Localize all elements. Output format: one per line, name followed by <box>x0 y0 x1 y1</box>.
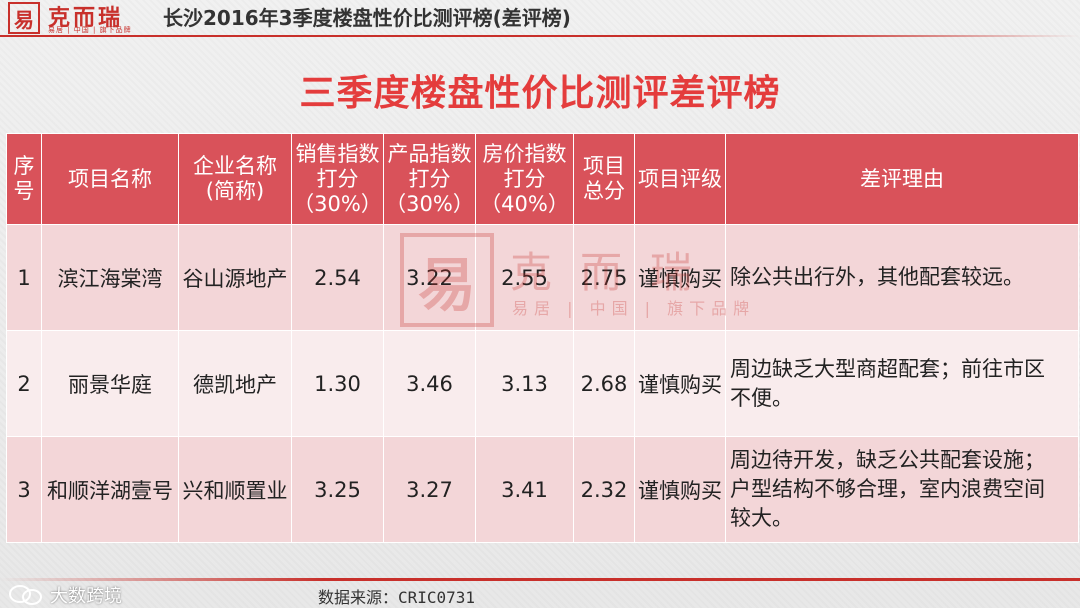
page-title: 三季度楼盘性价比测评差评榜 <box>299 73 781 114</box>
footer-brand-label: 大数跨境 <box>50 586 122 607</box>
cell-price-score: 3.41 <box>475 436 574 543</box>
cell-reason: 除公共出行外，其他配套较远。 <box>725 224 1079 331</box>
cell-product-score: 3.46 <box>383 330 476 437</box>
cell-sales-score: 1.30 <box>291 330 384 437</box>
table-row: 1 滨江海棠湾 谷山源地产 2.54 3.22 2.55 2.75 谨慎购买 除… <box>6 224 1079 331</box>
table-header-row: 序号 项目名称 企业名称 (简称) 销售指数 打分 （30%） 产品指数 打分 （30%）… <box>6 133 1079 225</box>
logo-icon: 易 <box>8 2 40 34</box>
cell-total-score: 2.68 <box>573 330 635 437</box>
header-title: 长沙2016年3季度楼盘性价比测评榜(差评榜) <box>163 6 571 30</box>
cell-rating: 谨慎购买 <box>634 330 726 437</box>
column-header-total: 项目 总分 <box>573 133 635 225</box>
cell-company: 兴和顺置业 <box>178 436 292 543</box>
cell-project: 丽景华庭 <box>41 330 179 437</box>
cell-company: 德凯地产 <box>178 330 292 437</box>
cell-product-score: 3.27 <box>383 436 476 543</box>
cell-no: 2 <box>6 330 42 437</box>
column-header-project: 项目名称 <box>41 133 179 225</box>
column-header-product-index: 产品指数 打分 （30%） <box>383 133 476 225</box>
cell-total-score: 2.75 <box>573 224 635 331</box>
cell-rating: 谨慎购买 <box>634 224 726 331</box>
column-header-sales-index: 销售指数 打分 （30%） <box>291 133 384 225</box>
cell-reason: 周边缺乏大型商超配套；前往市区 不便。 <box>725 330 1079 437</box>
column-header-reason: 差评理由 <box>725 133 1079 225</box>
cell-price-score: 2.55 <box>475 224 574 331</box>
header-divider <box>0 35 1080 37</box>
cell-product-score: 3.22 <box>383 224 476 331</box>
cell-sales-score: 3.25 <box>291 436 384 543</box>
cell-company: 谷山源地产 <box>178 224 292 331</box>
cell-no: 3 <box>6 436 42 543</box>
column-header-price-index: 房价指数 打分 （40%） <box>475 133 574 225</box>
logo-name: 克而瑞 <box>48 6 124 31</box>
cell-project: 和顺洋湖壹号 <box>41 436 179 543</box>
column-header-rating: 项目评级 <box>634 133 726 225</box>
logo-slogan: 易居 | 中国 | 旗下品牌 <box>48 26 132 34</box>
footer-divider <box>0 578 1080 581</box>
top-bar: 易 克而瑞 易居 | 中国 | 旗下品牌 长沙2016年3季度楼盘性价比测评榜(… <box>0 0 1080 40</box>
table-row: 2 丽景华庭 德凯地产 1.30 3.46 3.13 2.68 谨慎购买 周边缺… <box>6 330 1079 437</box>
cell-no: 1 <box>6 224 42 331</box>
cell-rating: 谨慎购买 <box>634 436 726 543</box>
cell-reason: 周边待开发，缺乏公共配套设施； 户型结构不够合理，室内浪费空间 较大。 <box>725 436 1079 543</box>
data-source: 数据来源：CRIC0731 <box>318 588 476 607</box>
column-header-company: 企业名称 (简称) <box>178 133 292 225</box>
wechat-style-icon <box>9 585 42 605</box>
table-row: 3 和顺洋湖壹号 兴和顺置业 3.25 3.27 3.41 2.32 谨慎购买 … <box>6 436 1079 543</box>
footer-brand: 大数跨境 <box>8 582 122 608</box>
column-header-no: 序号 <box>6 133 42 225</box>
cell-project: 滨江海棠湾 <box>41 224 179 331</box>
cell-price-score: 3.13 <box>475 330 574 437</box>
ranking-table: 序号 项目名称 企业名称 (简称) 销售指数 打分 （30%） 产品指数 打分 （30%）… <box>6 133 1079 543</box>
cell-total-score: 2.32 <box>573 436 635 543</box>
cell-sales-score: 2.54 <box>291 224 384 331</box>
